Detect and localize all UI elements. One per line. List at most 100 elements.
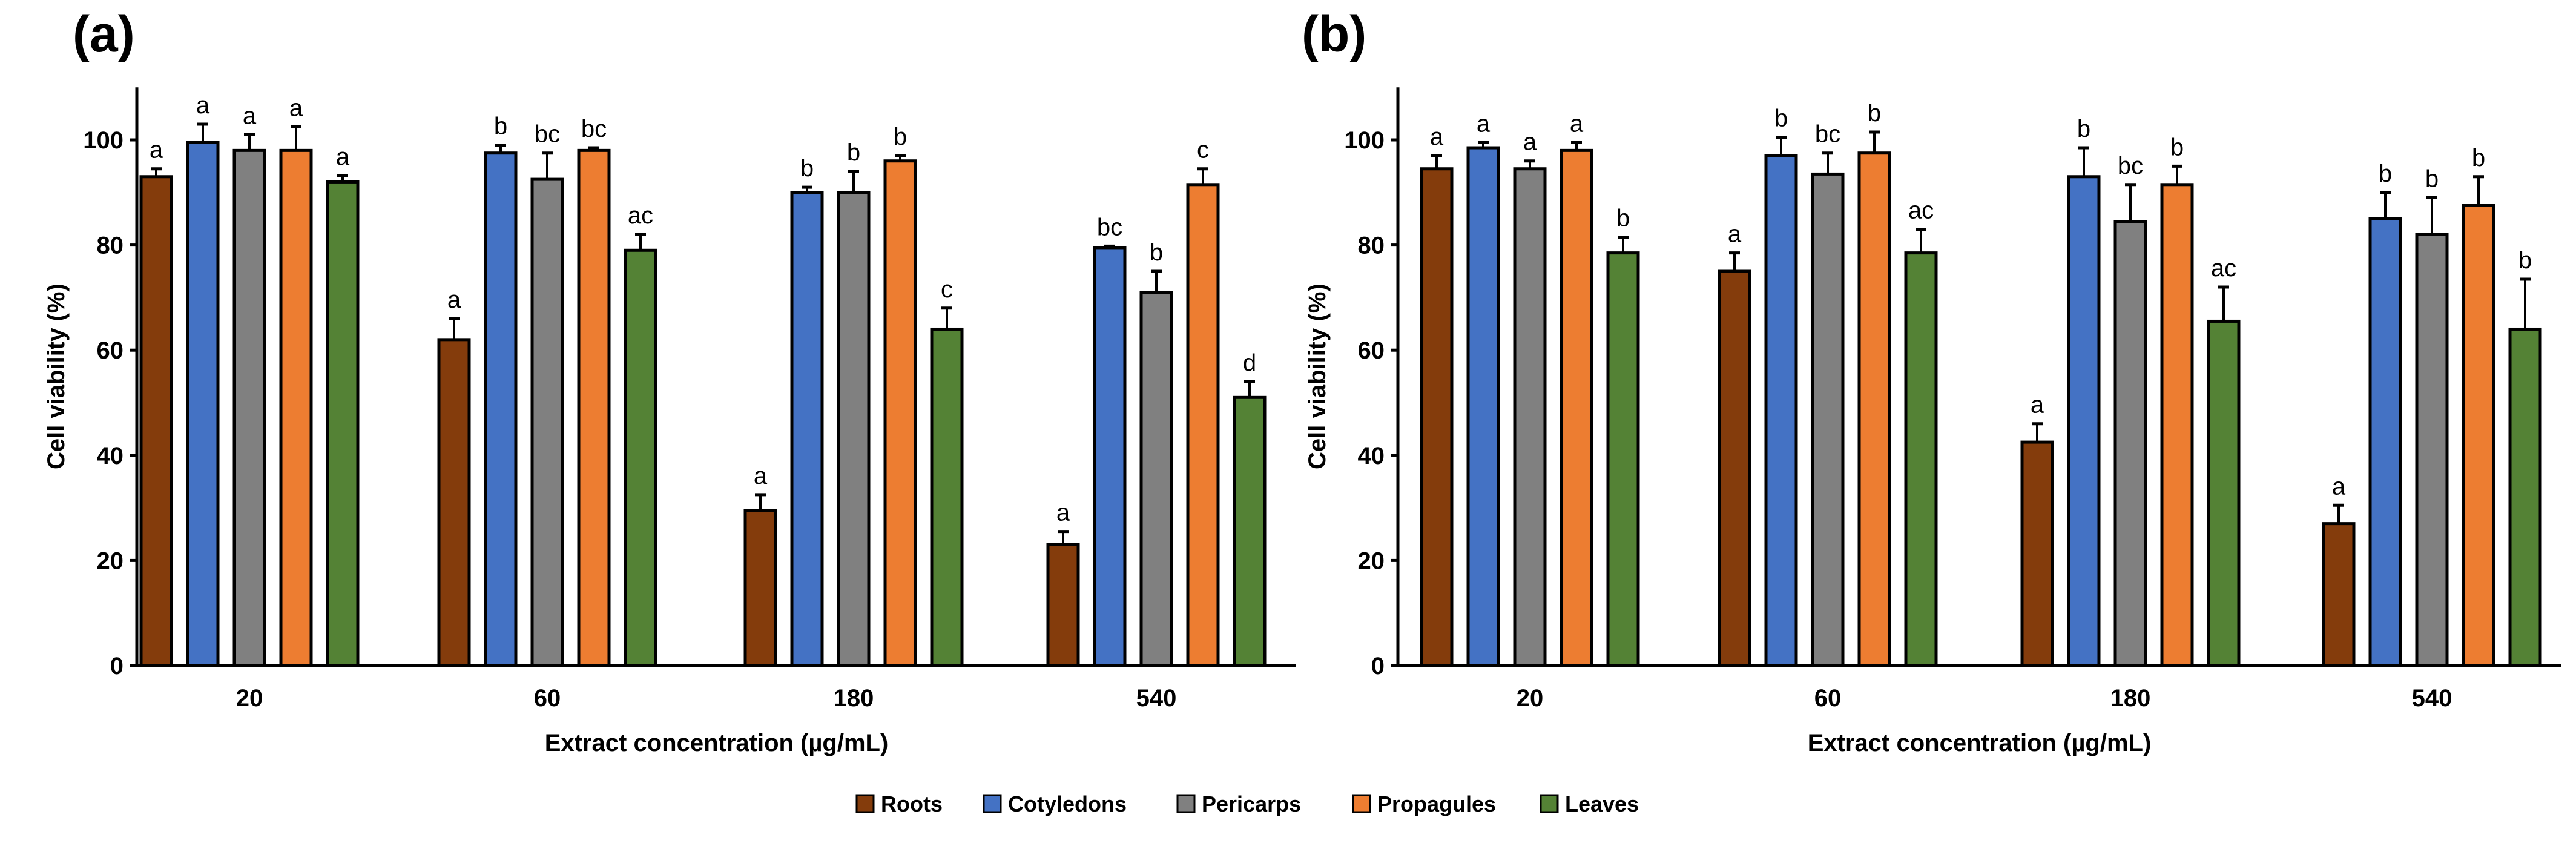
y-tick-label: 100 [83, 127, 124, 154]
y-axis-label: Cell viability (%) [1304, 283, 1331, 469]
significance-letter: b [800, 155, 814, 182]
significance-letter: b [2518, 247, 2532, 274]
bar-propagules [2160, 183, 2194, 667]
bar-cotyledons [1764, 154, 1798, 667]
y-tick-label: 60 [97, 337, 124, 364]
significance-letter: b [847, 139, 860, 166]
significance-letter: a [1430, 124, 1444, 150]
y-tick-label: 60 [1358, 337, 1385, 364]
bar-cotyledons [2368, 217, 2402, 667]
significance-letter: b [2170, 134, 2184, 160]
y-tick-label: 20 [1358, 547, 1385, 574]
bar-cotyledons [1466, 146, 1500, 667]
bar-roots [1046, 543, 1080, 667]
bar-roots [1718, 269, 1751, 667]
significance-letter: a [336, 144, 350, 170]
significance-letter: ac [628, 202, 653, 229]
panel-title: (a) [73, 5, 135, 62]
legend-label: Leaves [1565, 792, 1639, 816]
bar-propagules [2462, 204, 2495, 667]
significance-letter: a [1523, 129, 1537, 156]
bar-pericarps [837, 191, 871, 667]
bar-cotyledons [484, 151, 518, 667]
bar-leaves [624, 248, 657, 667]
bar-cotyledons [790, 191, 824, 667]
y-tick-label: 80 [1358, 233, 1385, 259]
significance-letter: ac [1908, 197, 1934, 224]
significance-letter: a [243, 102, 257, 129]
y-tick-label: 0 [1371, 653, 1385, 679]
x-tick-label: 20 [236, 685, 263, 712]
significance-letter: b [1868, 100, 1881, 127]
legend-label: Roots [881, 792, 943, 816]
significance-letter: b [1774, 105, 1788, 132]
legend-swatch-leaves [1540, 794, 1559, 813]
significance-letter: ac [2211, 255, 2236, 282]
bar-roots [743, 509, 777, 667]
significance-letter: a [196, 92, 210, 119]
x-axis-label: Extract concentration (µg/mL) [545, 730, 889, 756]
x-tick-label: 20 [1517, 685, 1544, 712]
bar-cotyledons [186, 141, 220, 667]
x-tick-label: 180 [834, 685, 874, 712]
legend-label: Pericarps [1202, 792, 1301, 816]
significance-letter: a [447, 286, 461, 313]
bar-roots [2020, 440, 2054, 667]
legend-swatch-roots [855, 794, 875, 813]
bar-leaves [2207, 319, 2241, 667]
y-tick-label: 20 [97, 547, 124, 574]
bar-propagules [1560, 148, 1593, 667]
significance-letter: bc [581, 116, 607, 142]
bar-leaves [1606, 251, 1640, 667]
significance-letter: a [1728, 221, 1742, 248]
significance-letter: d [1243, 349, 1256, 376]
bar-propagules [1857, 151, 1891, 667]
significance-letter: bc [2118, 153, 2143, 179]
legend-swatch-cotyledons [983, 794, 1002, 813]
legend-swatch-pericarps [1176, 794, 1196, 813]
bar-leaves [326, 180, 360, 667]
significance-letter: c [941, 276, 953, 303]
significance-letter: b [2472, 145, 2485, 171]
significance-letter: b [2077, 116, 2090, 142]
bar-pericarps [1811, 172, 1845, 667]
significance-letter: c [1197, 137, 1209, 164]
legend-swatch-propagules [1352, 794, 1371, 813]
bar-propagules [1186, 183, 1220, 667]
bar-roots [139, 175, 173, 667]
significance-letter: b [1150, 239, 1163, 266]
panel-a: (a) 0 20 40 60 80 100 Cell viability (%) Extract… [43, 5, 1296, 756]
bar-pericarps [1513, 167, 1547, 667]
significance-letter: b [494, 113, 507, 140]
bar-leaves [930, 327, 964, 667]
y-tick-label: 0 [110, 653, 124, 679]
y-tick-label: 40 [97, 443, 124, 469]
significance-letter: b [2425, 165, 2439, 192]
x-tick-label: 180 [2110, 685, 2151, 712]
bar-leaves [1904, 251, 1938, 667]
significance-letter: a [2031, 392, 2044, 418]
bar-leaves [1233, 395, 1267, 667]
legend: Roots Cotyledons Pericarps Propagules Leaves [855, 792, 1639, 816]
significance-letter: b [2379, 160, 2392, 187]
y-tick-label: 80 [97, 233, 124, 259]
bar-propagules [577, 148, 611, 667]
x-tick-label: 60 [1814, 685, 1842, 712]
bar-cotyledons [2067, 175, 2101, 667]
panel-b: (b) 0 20 40 60 80 100 Cell viability (%) Extract… [1302, 5, 2561, 756]
x-tick-label: 60 [534, 685, 561, 712]
panel-title: (b) [1302, 5, 1366, 62]
bar-roots [437, 338, 471, 667]
significance-letter: a [754, 463, 768, 489]
x-tick-label: 540 [2412, 685, 2452, 712]
bar-propagules [883, 159, 917, 667]
bar-propagules [279, 148, 313, 667]
bar-roots [1420, 167, 1454, 667]
x-tick-label: 540 [1136, 685, 1177, 712]
significance-letter: b [1616, 205, 1630, 232]
bar-pericarps [2113, 220, 2147, 667]
bar-roots [2322, 522, 2356, 667]
legend-label: Propagules [1377, 792, 1496, 816]
significance-letter: a [150, 137, 163, 164]
significance-letter: bc [535, 121, 560, 148]
